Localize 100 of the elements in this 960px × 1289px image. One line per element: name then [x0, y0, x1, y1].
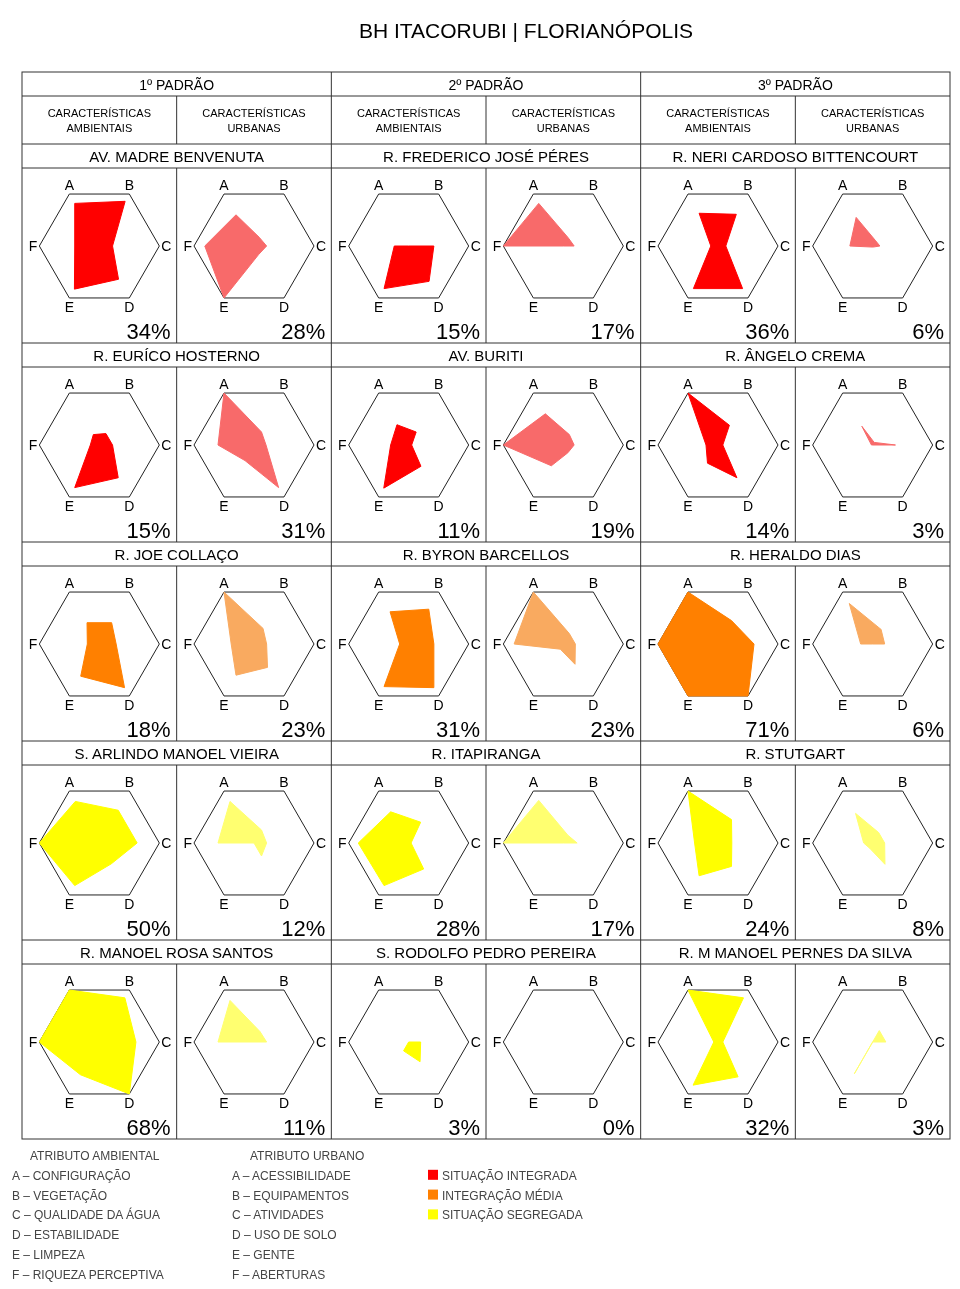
spoke-label: B: [897, 973, 908, 990]
spoke-label: F: [647, 835, 656, 851]
spoke-label: F: [492, 636, 502, 652]
chart-title: R. M MANOEL PERNES DA SILVA: [678, 944, 912, 961]
spoke-label: E: [837, 696, 848, 713]
spoke-label: C: [161, 636, 172, 652]
spoke-label: C: [625, 238, 636, 254]
text: A – ACESSIBILIDADE: [232, 1168, 351, 1183]
text: 14%: [745, 518, 790, 543]
spoke-label: B: [588, 177, 599, 194]
chart-title: R. STUTGART: [745, 745, 846, 762]
chart-title: S. RODOLFO PEDRO PEREIRA: [375, 944, 597, 961]
text: F – RIQUEZA PERCEPTIVA: [12, 1267, 164, 1282]
spoke-label: B: [588, 774, 599, 791]
spoke-label: F: [28, 636, 38, 652]
spoke-label: E: [373, 298, 384, 315]
spoke-label: B: [433, 575, 444, 592]
spoke-label: C: [934, 636, 945, 652]
spoke-label: D: [278, 895, 290, 912]
text: 2º PADRÃO: [448, 77, 524, 93]
spoke-label: C: [316, 636, 327, 652]
text: CARACTERÍSTICAS AMBIENTAIS: [357, 107, 461, 134]
spoke-label: C: [780, 1034, 791, 1050]
spoke-label: E: [528, 298, 539, 315]
spoke-label: F: [28, 238, 38, 254]
spoke-label: D: [897, 497, 908, 514]
text: CARACTERÍSTICAS URBANAS: [821, 107, 925, 134]
spoke-label: F: [647, 238, 656, 254]
text: D – ESTABILIDADE: [12, 1228, 120, 1243]
spoke-label: F: [492, 238, 502, 254]
text: CARACTERÍSTICAS AMBIENTAIS: [666, 107, 770, 134]
chart-title: R. JOE COLLAÇO: [114, 546, 239, 563]
spoke-label: C: [470, 238, 481, 254]
text: ATRIBUTO URBANO: [250, 1149, 365, 1163]
spoke-label: F: [492, 1034, 502, 1050]
spoke-label: B: [897, 575, 908, 592]
spoke-label: F: [492, 437, 502, 453]
spoke-label: D: [742, 497, 754, 514]
spoke-label: F: [802, 1034, 811, 1050]
text: 3%: [912, 518, 944, 543]
spoke-label: B: [124, 177, 135, 194]
spoke-label: A: [528, 177, 539, 194]
spoke-label: F: [28, 437, 38, 453]
text: 32%: [745, 1115, 790, 1140]
spoke-label: C: [934, 835, 945, 851]
chart-title: R. EURÍCO HOSTERNO: [93, 347, 261, 364]
spoke-label: A: [64, 774, 75, 791]
spoke-label: D: [588, 497, 599, 514]
spoke-label: C: [161, 835, 172, 851]
spoke-label: E: [528, 1094, 539, 1111]
text: 23%: [281, 717, 326, 742]
text: ATRIBUTO AMBIENTAL: [30, 1149, 160, 1163]
spoke-label: F: [183, 238, 192, 254]
chart-title: R. ÂNGELO CREMA: [725, 347, 866, 364]
text: 24%: [745, 916, 790, 941]
spoke-label: E: [373, 895, 384, 912]
text: 0%: [602, 1115, 635, 1140]
text: 6%: [912, 717, 944, 742]
spoke-label: F: [802, 835, 811, 851]
spoke-label: D: [278, 497, 290, 514]
chart-title: S. ARLINDO MANOEL VIEIRA: [74, 745, 279, 762]
text: 36%: [745, 319, 790, 344]
spoke-label: E: [219, 696, 229, 713]
spoke-label: B: [897, 376, 908, 393]
spoke-label: B: [124, 376, 135, 393]
spoke-label: D: [124, 1094, 135, 1111]
spoke-label: E: [64, 298, 75, 315]
spoke-label: D: [897, 895, 908, 912]
text: CARACTERÍSTICAS URBANAS: [511, 107, 615, 134]
spoke-label: B: [743, 376, 753, 393]
text: 15%: [126, 518, 171, 543]
spoke-label: F: [183, 636, 192, 652]
spoke-label: A: [219, 575, 230, 592]
text: 28%: [281, 319, 326, 344]
spoke-label: A: [837, 575, 848, 592]
spoke-label: C: [316, 437, 327, 453]
spoke-label: A: [64, 177, 75, 194]
spoke-label: D: [588, 696, 599, 713]
spoke-label: E: [64, 1094, 75, 1111]
spoke-label: D: [433, 497, 444, 514]
spoke-label: A: [64, 376, 75, 393]
spoke-label: E: [219, 298, 229, 315]
spoke-label: D: [124, 298, 135, 315]
text: 6%: [912, 319, 944, 344]
spoke-label: F: [28, 835, 38, 851]
chart-title: R. MANOEL ROSA SANTOS: [79, 944, 274, 961]
chart-title: R. FREDERICO JOSÉ PÉRES: [383, 148, 589, 165]
spoke-label: A: [528, 376, 539, 393]
spoke-label: E: [64, 696, 75, 713]
spoke-label: D: [124, 497, 135, 514]
text: B – VEGETAÇÃO: [12, 1188, 108, 1203]
text: 15%: [435, 319, 480, 344]
text: 8%: [912, 916, 944, 941]
text: 18%: [126, 717, 171, 742]
spoke-label: A: [64, 973, 75, 990]
spoke-label: E: [64, 497, 75, 514]
text: BH ITACORUBI | FLORIANÓPOLIS: [358, 19, 694, 42]
spoke-label: C: [161, 1034, 172, 1050]
spoke-label: F: [183, 437, 192, 453]
spoke-label: E: [837, 497, 848, 514]
